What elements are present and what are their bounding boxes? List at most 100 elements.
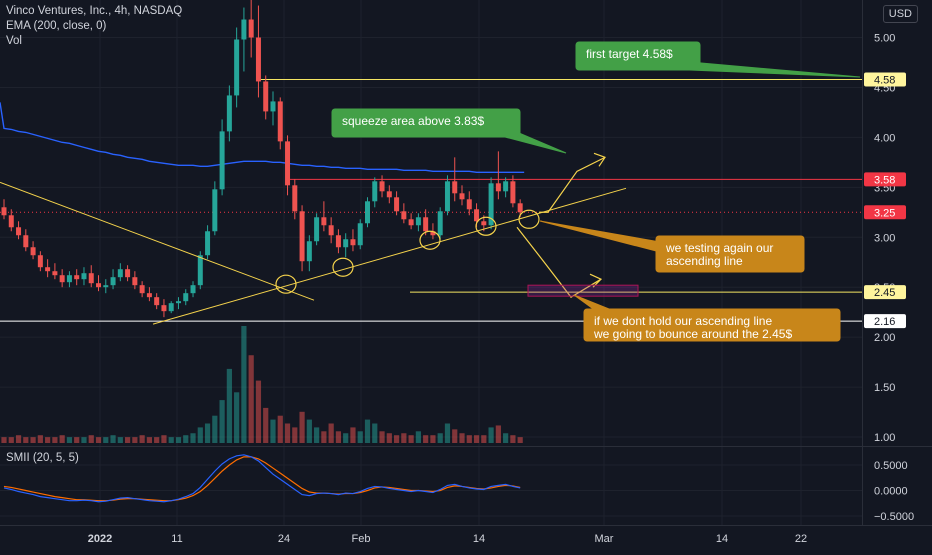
candle[interactable] [401, 203, 407, 224]
candle[interactable] [183, 289, 189, 306]
candle[interactable] [30, 241, 36, 260]
arrow-head [589, 273, 603, 288]
candle[interactable] [52, 263, 58, 280]
candle[interactable] [408, 213, 414, 230]
candle[interactable] [88, 265, 94, 288]
volume-bar [321, 431, 327, 443]
candle[interactable] [103, 279, 109, 294]
price-pane[interactable]: first target 4.58$ squeeze area above 3.8… [0, 0, 932, 446]
candle[interactable] [59, 269, 65, 288]
smii-pane[interactable]: 0.5000 0.0000 −0.5000 [0, 447, 932, 525]
price-axis-border [862, 0, 863, 525]
candle[interactable] [23, 229, 29, 252]
candle[interactable] [357, 219, 363, 250]
candle[interactable] [81, 267, 87, 286]
candle[interactable] [66, 271, 72, 288]
candle[interactable] [110, 269, 116, 290]
candle[interactable] [292, 179, 298, 220]
candle[interactable] [248, 0, 254, 58]
candle[interactable] [146, 287, 152, 302]
candle[interactable] [503, 177, 509, 198]
time-axis[interactable]: 2022 11 24 Feb 14 Mar 14 22 [0, 525, 932, 550]
candle[interactable] [452, 157, 458, 202]
candle[interactable] [16, 221, 22, 240]
candle[interactable] [205, 225, 211, 260]
candle[interactable] [394, 191, 400, 216]
candle[interactable] [74, 269, 80, 286]
candle[interactable] [132, 271, 138, 290]
volume-bar [401, 433, 407, 443]
candle[interactable] [241, 7, 247, 72]
time-tick-label: Mar [595, 533, 614, 545]
candle[interactable] [270, 91, 276, 126]
candle[interactable] [190, 281, 196, 298]
candle[interactable] [175, 297, 181, 310]
volume-bar [255, 380, 262, 443]
candle[interactable] [386, 185, 392, 204]
time-tick-label: Feb [352, 533, 371, 545]
first-target-callout-text: first target 4.58$ [586, 47, 673, 61]
candle[interactable] [37, 251, 43, 272]
candle[interactable] [277, 97, 283, 150]
volume-bar [59, 435, 65, 443]
candle[interactable] [117, 263, 123, 282]
candle-body [350, 239, 356, 246]
volume-bar [335, 431, 342, 443]
candle[interactable] [372, 177, 378, 208]
candle[interactable] [1, 199, 7, 220]
candle[interactable] [168, 301, 174, 314]
candle[interactable] [96, 275, 102, 292]
candle[interactable] [154, 293, 160, 310]
candle[interactable] [423, 209, 429, 236]
currency-button[interactable]: USD [882, 5, 918, 23]
candle[interactable] [299, 205, 305, 272]
candle[interactable] [226, 85, 232, 142]
candle[interactable] [495, 151, 501, 200]
candle[interactable] [379, 175, 385, 198]
candle[interactable] [263, 75, 269, 120]
candle[interactable] [306, 235, 312, 272]
candle[interactable] [437, 207, 443, 240]
candle[interactable] [255, 5, 261, 98]
candle[interactable] [314, 213, 320, 246]
candle[interactable] [285, 135, 291, 196]
candle[interactable] [365, 197, 370, 228]
first-target-callout[interactable]: first target 4.58$ [575, 41, 861, 78]
symbol-title[interactable]: Vinco Ventures, Inc., 4h, NASDAQ [6, 5, 183, 17]
candle[interactable] [335, 229, 341, 254]
candle[interactable] [466, 191, 472, 216]
candle[interactable] [488, 177, 494, 230]
candle[interactable] [350, 229, 356, 252]
smii-axis[interactable]: 0.5000 0.0000 −0.5000 [874, 460, 914, 523]
candle[interactable] [45, 259, 51, 278]
candle[interactable] [415, 213, 421, 232]
time-axis-svg[interactable]: 2022 11 24 Feb 14 Mar 14 22 [0, 525, 932, 550]
candle[interactable] [139, 281, 145, 298]
time-tick-label: 11 [171, 533, 182, 545]
candle[interactable] [212, 181, 218, 236]
candle[interactable] [444, 175, 450, 216]
candle-body [270, 101, 276, 112]
volume-legend[interactable]: Vol [6, 35, 22, 47]
candle[interactable] [125, 265, 131, 282]
candle[interactable] [161, 299, 167, 318]
candle[interactable] [459, 185, 465, 206]
candle-body [365, 201, 370, 224]
pane-separator[interactable] [0, 446, 932, 447]
price-chart[interactable]: first target 4.58$ squeeze area above 3.8… [0, 0, 932, 446]
candle[interactable] [321, 201, 327, 232]
smii-chart[interactable]: 0.5000 0.0000 −0.5000 [0, 447, 932, 525]
price-axis[interactable]: 5.004.504.003.503.002.502.001.501.00 [874, 33, 895, 445]
candle[interactable] [219, 119, 225, 196]
candle[interactable] [510, 175, 516, 208]
candle[interactable] [234, 27, 240, 108]
candle[interactable] [8, 209, 14, 232]
ema-legend[interactable]: EMA (200, close, 0) [6, 20, 107, 32]
squeeze-callout[interactable]: squeeze area above 3.83$ [331, 108, 567, 154]
candle[interactable] [328, 217, 334, 244]
volume-bar [459, 433, 465, 443]
smii-title[interactable]: SMII (20, 5, 5) [6, 452, 79, 464]
candle[interactable] [343, 233, 349, 258]
